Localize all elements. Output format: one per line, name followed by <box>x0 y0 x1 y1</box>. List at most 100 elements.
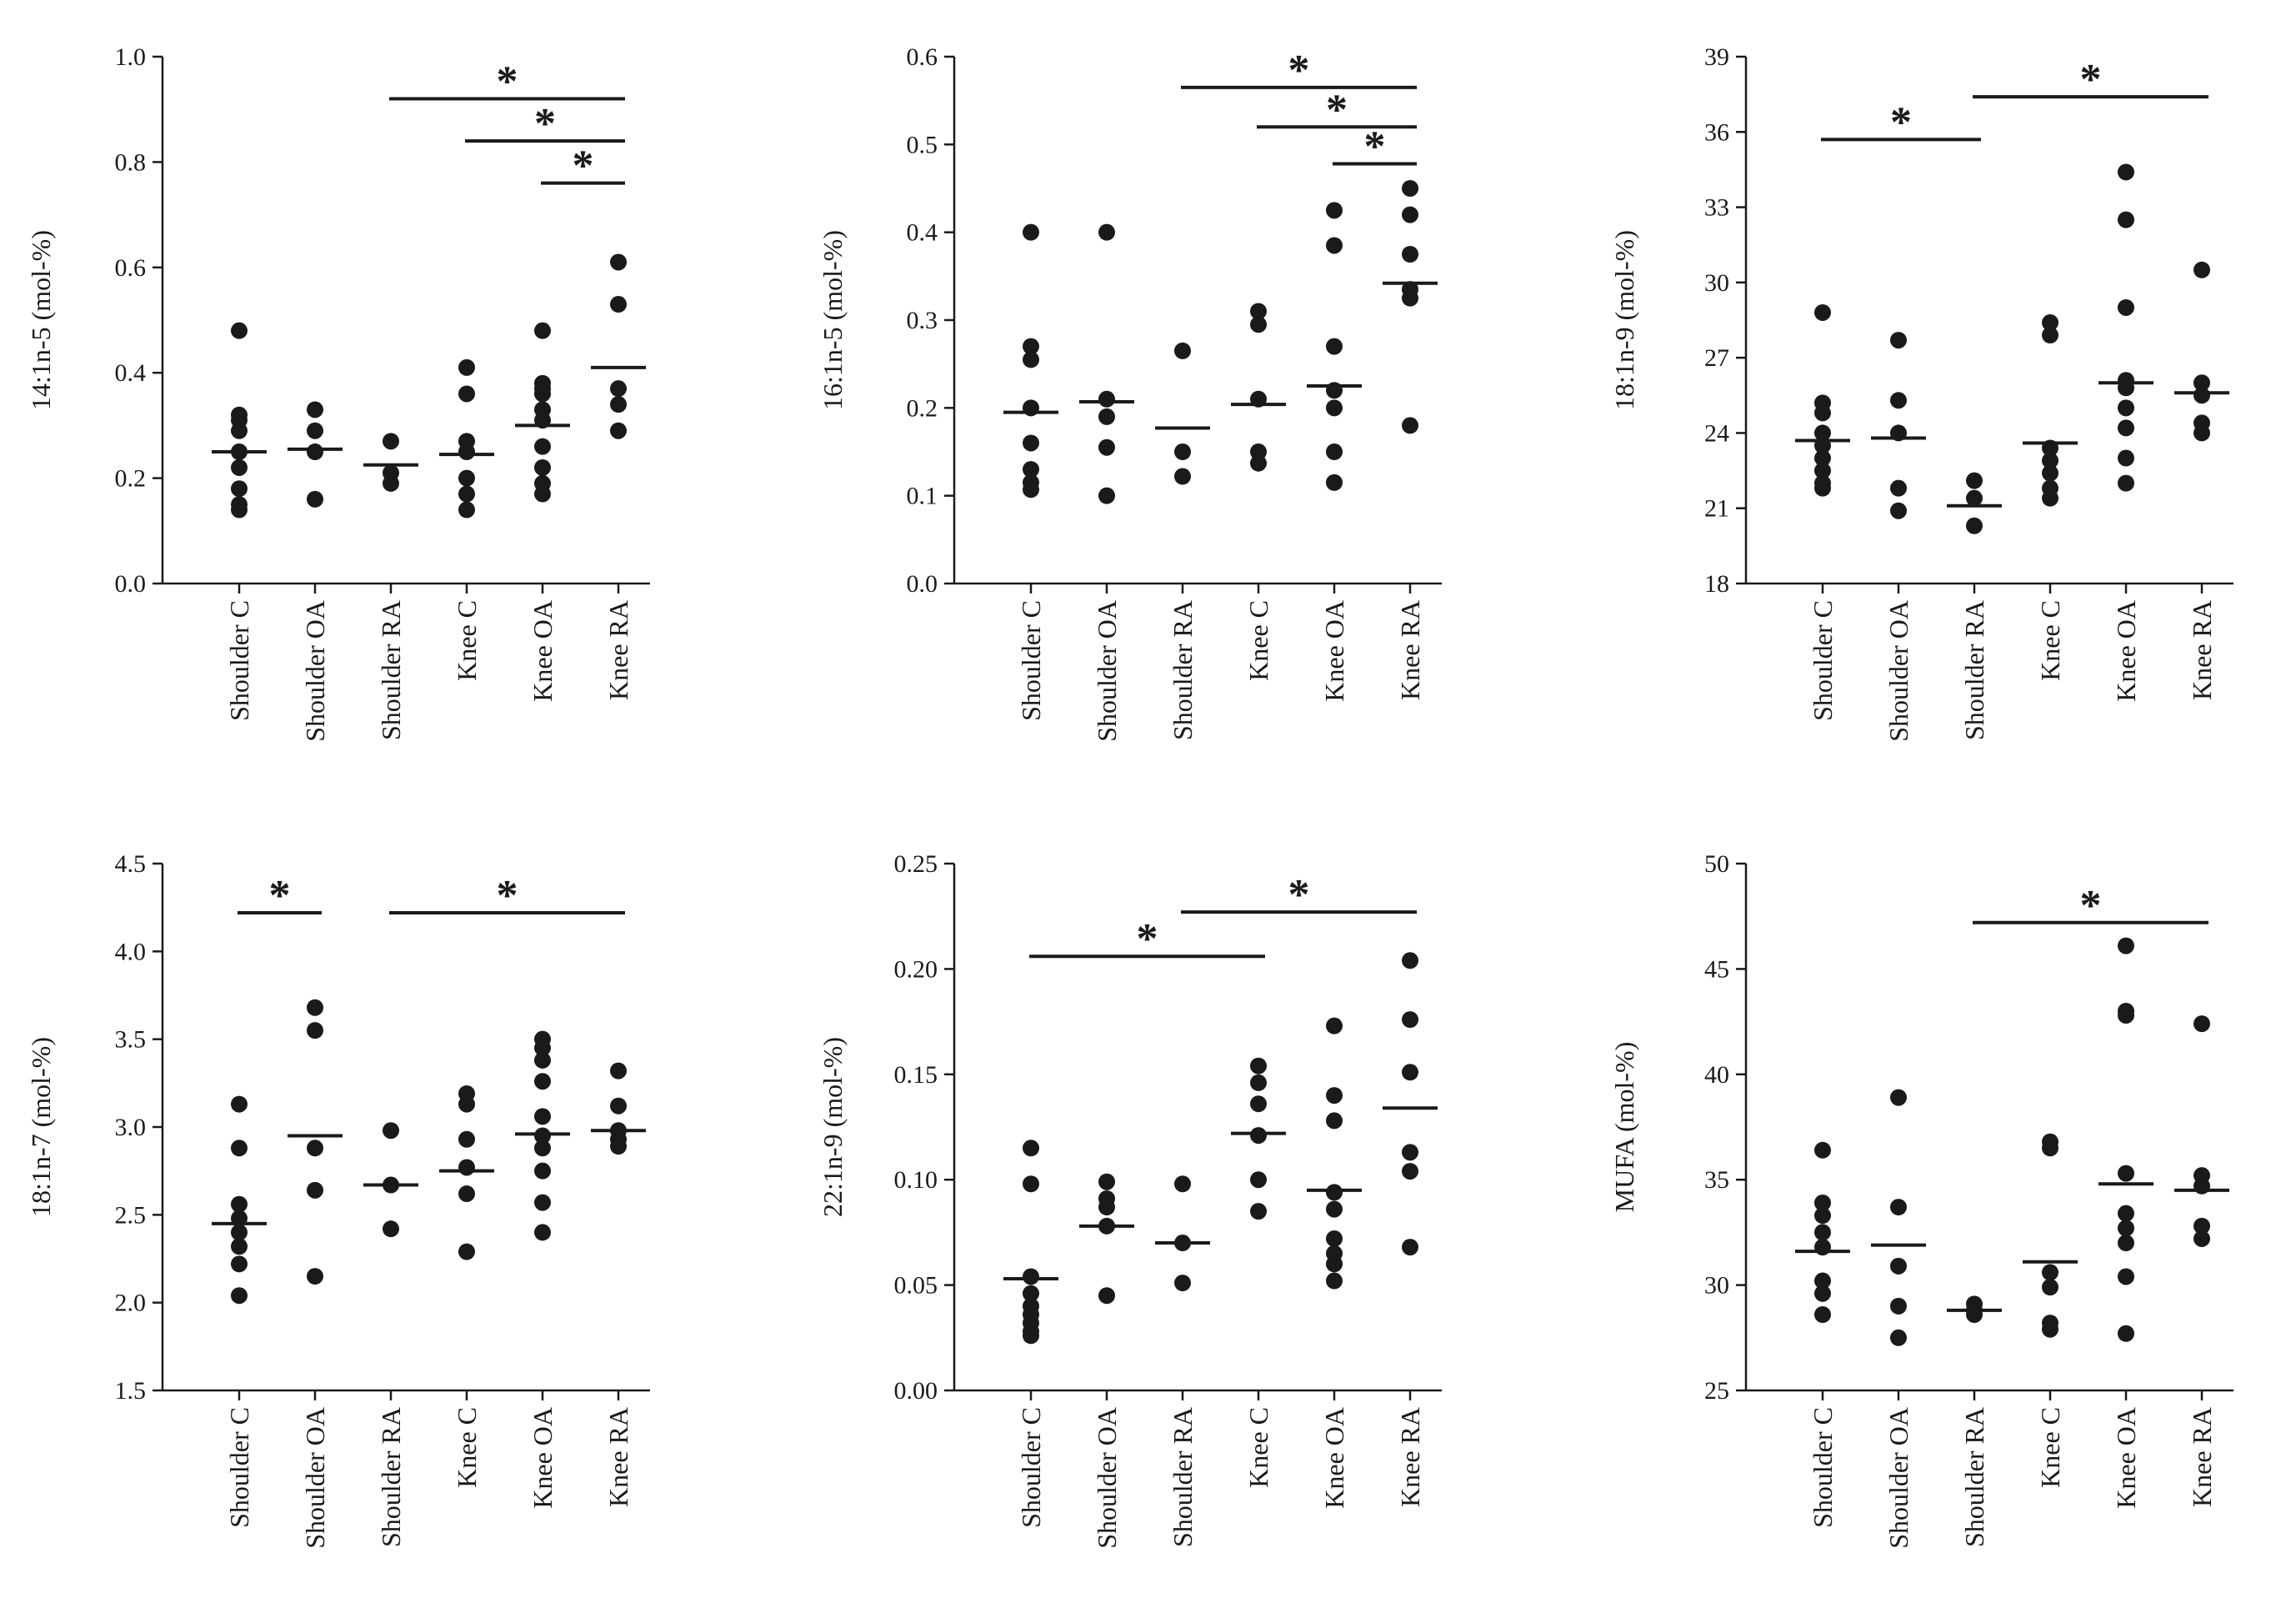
data-point <box>1814 1272 1831 1290</box>
significance-star: * <box>534 100 556 148</box>
data-point <box>534 385 551 403</box>
data-point <box>1814 1141 1831 1159</box>
significance-star: * <box>497 58 518 106</box>
y-tick-label: 0.05 <box>894 1272 938 1300</box>
data-point <box>534 458 551 476</box>
data-point <box>1814 449 1831 467</box>
y-tick-label: 24 <box>1704 419 1729 447</box>
data-point <box>458 501 475 518</box>
significance-star: * <box>1890 98 1912 146</box>
data-point <box>383 1122 399 1140</box>
data-point <box>1966 517 1983 534</box>
y-tick-label: 0.6 <box>907 43 938 71</box>
y-tick-label: 30 <box>1704 269 1729 297</box>
data-point <box>231 322 248 339</box>
data-point <box>2118 449 2134 467</box>
data-point <box>534 1073 551 1090</box>
y-tick-label: 2.5 <box>115 1201 147 1229</box>
y-tick-label: 0.15 <box>894 1061 938 1089</box>
data-point <box>1890 1257 1907 1275</box>
data-point <box>1326 1017 1343 1034</box>
significance-star: * <box>497 872 518 919</box>
significance-star: * <box>573 143 594 190</box>
data-point <box>2042 1264 2058 1281</box>
data-point <box>2193 1217 2210 1235</box>
category-label: Knee C <box>2035 1407 2065 1488</box>
data-point <box>1023 1140 1039 1157</box>
data-point <box>231 1140 248 1157</box>
y-tick-label: 3.0 <box>115 1114 147 1141</box>
data-point <box>307 1181 323 1199</box>
y-tick-label: 4.0 <box>115 938 147 965</box>
data-point <box>1814 1195 1831 1212</box>
data-point <box>1402 417 1418 434</box>
category-label: Shoulder RA <box>376 1407 406 1547</box>
data-point <box>1023 223 1039 241</box>
data-point <box>1966 472 1983 489</box>
data-point <box>1023 481 1039 498</box>
y-tick-label: 45 <box>1704 955 1729 983</box>
data-point <box>1814 462 1831 479</box>
category-label: Shoulder C <box>224 600 254 721</box>
data-point <box>1890 502 1907 519</box>
data-point <box>2042 327 2058 344</box>
data-point <box>610 253 627 271</box>
data-point <box>534 1127 551 1145</box>
data-point <box>2118 937 2134 954</box>
y-axis-label: 16:1n-5 (mol-%) <box>818 230 848 410</box>
category-label: Knee C <box>452 1407 482 1488</box>
significance-star: * <box>2080 882 2102 929</box>
data-point <box>1023 1175 1039 1193</box>
data-point <box>1402 1064 1418 1081</box>
category-label: Knee C <box>452 600 482 681</box>
data-point <box>1098 1173 1115 1190</box>
data-point <box>307 401 323 418</box>
data-point <box>610 1097 627 1115</box>
data-point <box>1890 332 1907 349</box>
y-tick-label: 0.0 <box>907 570 938 598</box>
data-point <box>2118 1268 2134 1285</box>
data-point <box>534 485 551 503</box>
data-point <box>1966 489 1983 507</box>
category-label: Shoulder C <box>224 1407 254 1528</box>
data-point <box>1174 1175 1191 1193</box>
data-point <box>2118 298 2134 316</box>
data-point <box>231 422 248 439</box>
category-label: Shoulder C <box>1016 1407 1046 1528</box>
data-point <box>2193 374 2210 392</box>
category-label: Shoulder OA <box>1092 600 1122 742</box>
data-point <box>458 1243 475 1260</box>
y-tick-label: 0.6 <box>115 254 147 282</box>
data-point <box>2193 424 2210 442</box>
data-point <box>1098 1199 1115 1216</box>
data-point <box>1326 473 1343 491</box>
data-point <box>2118 1007 2134 1024</box>
data-point <box>610 422 627 439</box>
data-point <box>610 296 627 313</box>
y-tick-label: 1.0 <box>115 43 147 71</box>
data-point <box>1402 289 1418 307</box>
data-point <box>231 458 248 476</box>
data-point <box>231 1255 248 1273</box>
data-point <box>1814 303 1831 321</box>
data-point <box>610 1138 627 1155</box>
category-label: Knee C <box>2035 600 2065 681</box>
category-label: Knee OA <box>528 1407 558 1509</box>
category-label: Knee C <box>1243 1407 1273 1488</box>
data-point <box>534 322 551 339</box>
y-axis-label: 18:1n-9 (mol-%) <box>1609 230 1639 410</box>
category-label: Shoulder C <box>1016 600 1046 721</box>
category-label: Shoulder RA <box>1959 600 1989 740</box>
data-point <box>610 1062 627 1080</box>
data-point <box>231 1238 248 1255</box>
category-label: Knee OA <box>2111 1407 2141 1509</box>
significance-star: * <box>1364 123 1386 171</box>
data-point <box>1023 461 1039 478</box>
data-point <box>1250 303 1267 320</box>
data-point <box>2118 1325 2134 1342</box>
data-point <box>1250 1095 1267 1113</box>
y-tick-label: 0.25 <box>894 850 938 878</box>
y-tick-label: 0.1 <box>907 483 938 510</box>
data-point <box>458 1159 475 1176</box>
category-label: Knee OA <box>528 600 558 702</box>
